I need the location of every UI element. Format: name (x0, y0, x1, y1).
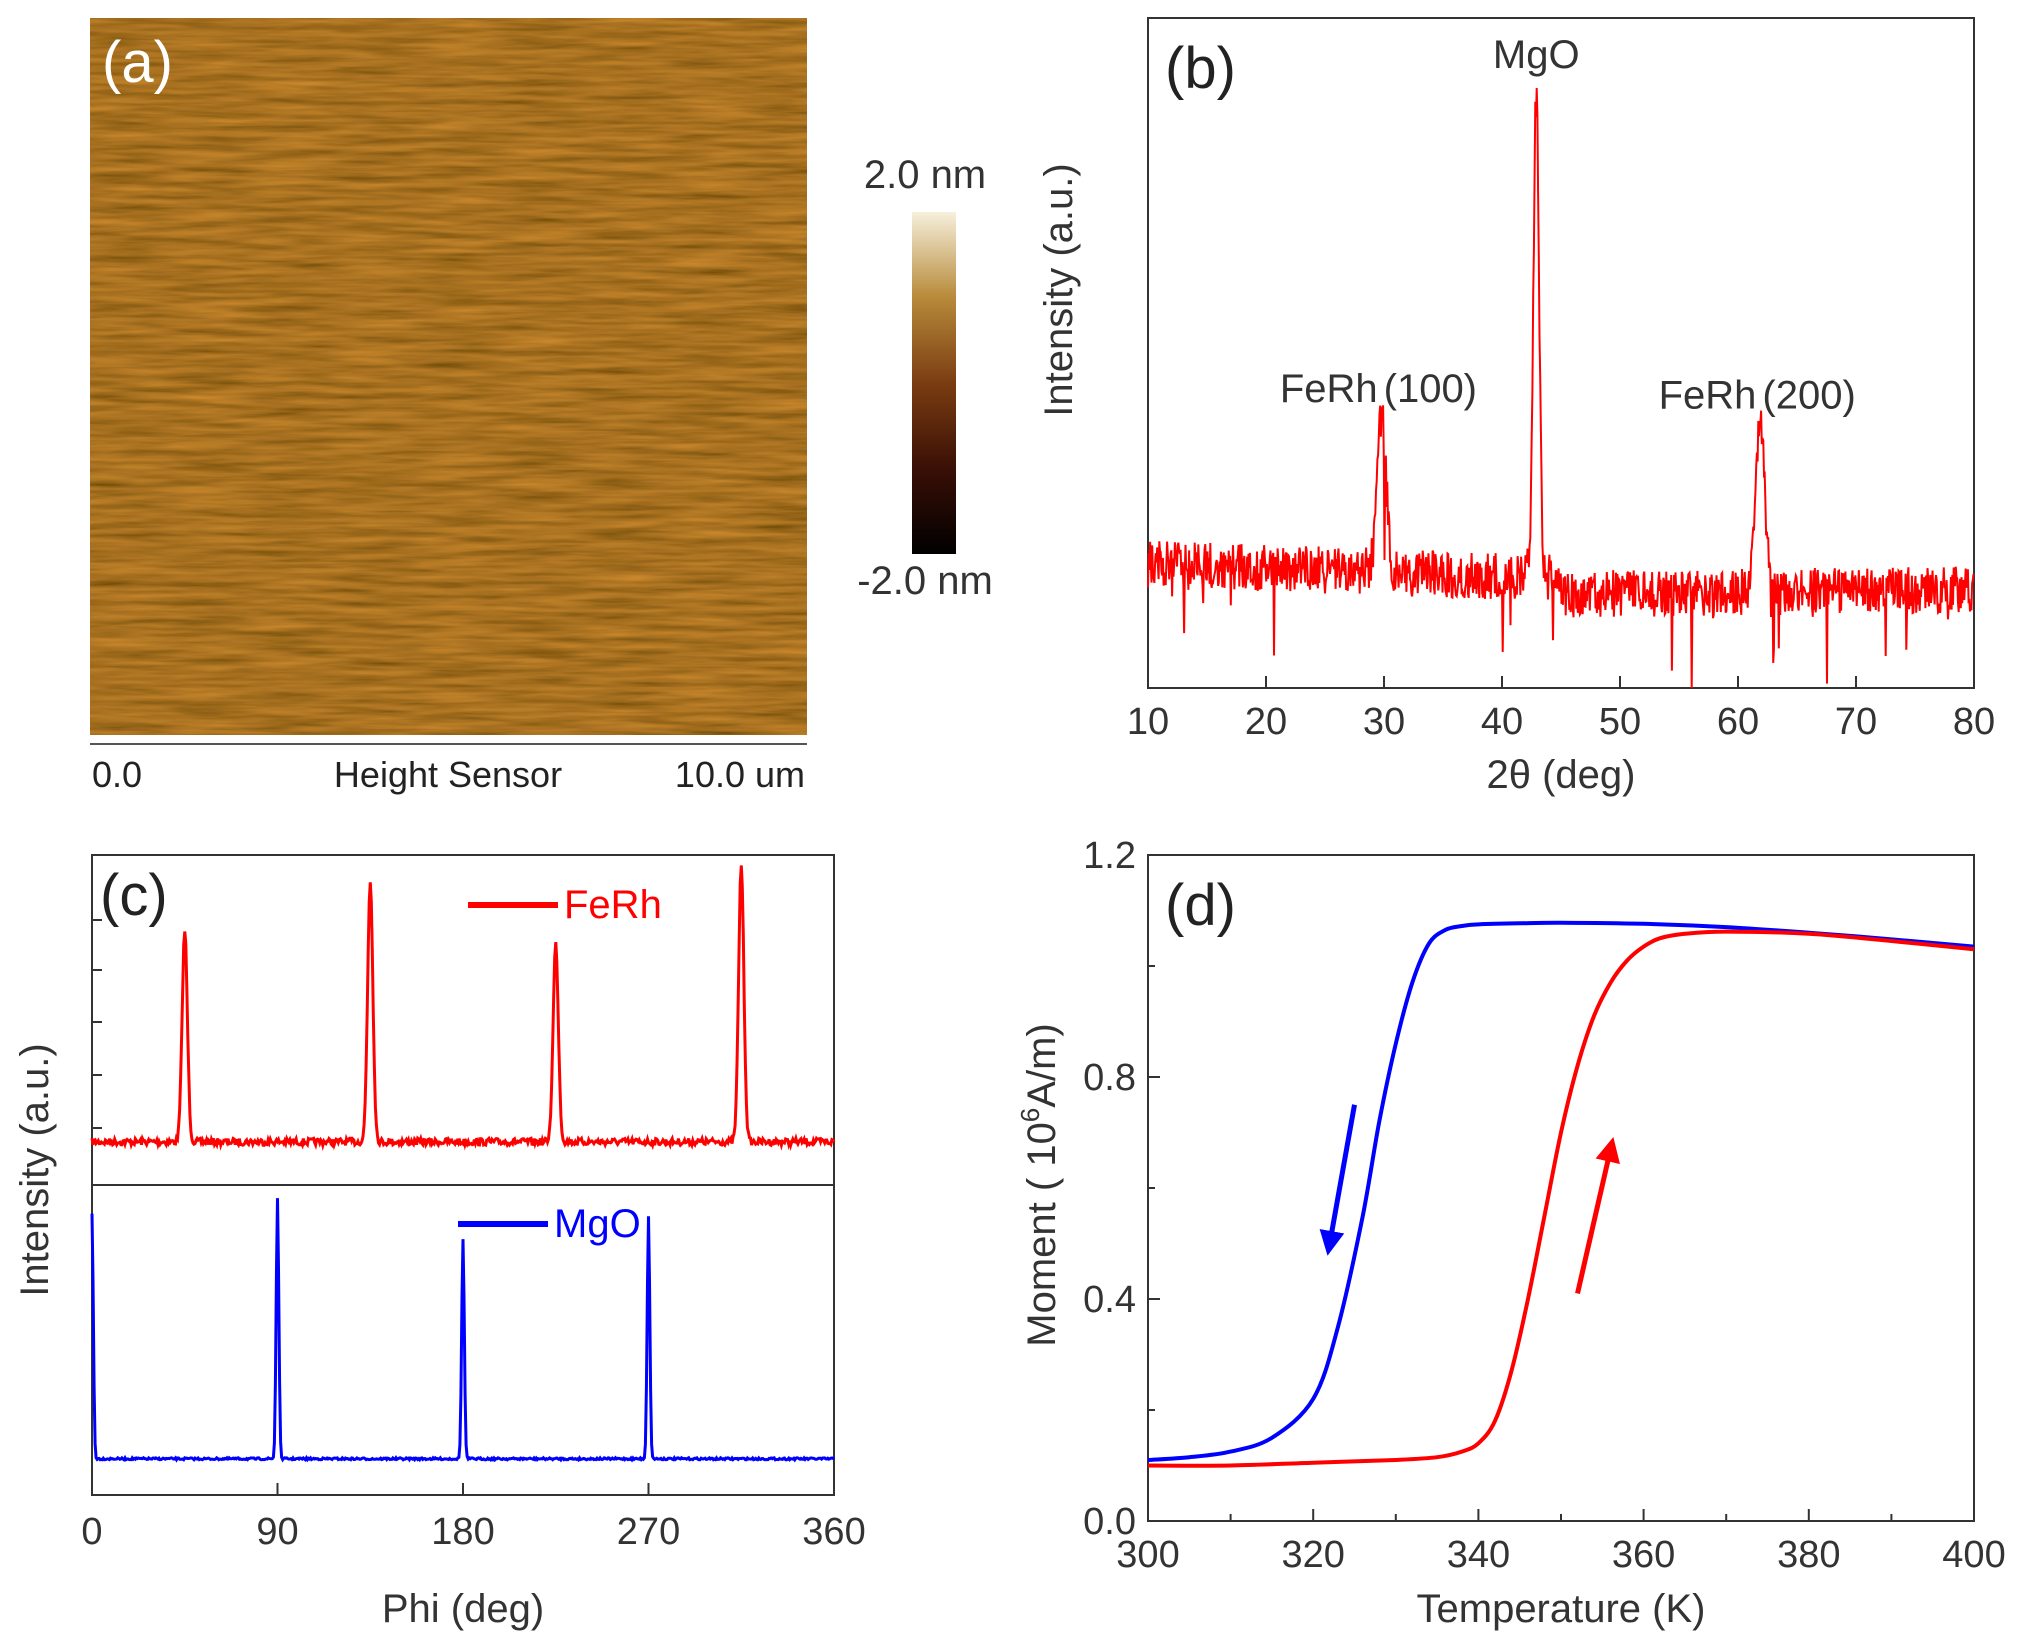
cooling-arrow (1319, 1104, 1357, 1256)
phi-legend-ferh: FeRh (468, 883, 662, 927)
mt-y-tick-label: 1.2 (1083, 835, 1136, 877)
mt-ticks: 300 320 340 360 380 400 0.0 0.4 0.8 1.2 (1083, 835, 2006, 1576)
phi-ylabel: Intensity (a.u.) (13, 1043, 57, 1296)
phi-mgo-curve (90, 1198, 836, 1463)
phi-plot-frame (91, 854, 835, 1496)
mt-panel: Moment ( 106A/m) 300 320 340 360 380 400 0.0 0.… (1015, 835, 2006, 1631)
panel-label-a: (a) (102, 30, 173, 95)
xrd-x-tick-label: 50 (1599, 701, 1641, 743)
afm-scale-right: 10.0 um (675, 754, 805, 795)
legend-mgo-label: MgO (554, 1202, 641, 1246)
mt-x-tick-label: 360 (1612, 1534, 1675, 1576)
phi-legend-mgo: MgO (458, 1202, 641, 1246)
afm-sensor-label: Height Sensor (334, 754, 562, 795)
mt-x-tick-label: 380 (1777, 1534, 1840, 1576)
xrd-peak-label: FeRh (1659, 374, 1757, 418)
xrd-curve (1147, 87, 1975, 689)
mt-x-tick-label: 340 (1447, 1534, 1510, 1576)
xrd-panel: Intensity (a.u.) 10 20 30 40 50 60 70 80 2θ (de… (1037, 17, 1995, 797)
phi-ferh-curve (90, 865, 836, 1152)
phi-panel: Intensity (a.u.) 0 90 180 270 360 Phi (deg) … (13, 854, 866, 1631)
xrd-x-tick-label: 60 (1717, 701, 1759, 743)
xrd-x-ticks: 10 20 30 40 50 60 70 80 (1127, 676, 1995, 743)
xrd-ylabel: Intensity (a.u.) (1037, 163, 1081, 416)
xrd-x-tick-label: 70 (1835, 701, 1877, 743)
phi-x-tick-label: 0 (81, 1511, 102, 1553)
panel-label-d: (d) (1165, 873, 1236, 938)
mt-ylabel: Moment ( 106A/m) (1015, 1023, 1064, 1346)
legend-ferh-label: FeRh (564, 883, 662, 927)
mt-y-tick-label: 0.4 (1083, 1279, 1136, 1321)
afm-texture (90, 18, 807, 735)
phi-x-tick-label: 90 (256, 1511, 298, 1553)
afm-panel: (a) 0.0 Height Sensor 10.0 um 2.0 nm -2.… (90, 18, 993, 795)
phi-x-ticks: 0 90 180 270 360 (81, 1483, 866, 1553)
xrd-peak-index: (200) (1762, 374, 1855, 418)
xrd-x-tick-label: 30 (1363, 701, 1405, 743)
xrd-x-tick-label: 40 (1481, 701, 1523, 743)
mt-heating-curve (1147, 929, 1975, 1468)
phi-x-tick-label: 270 (617, 1511, 680, 1553)
panel-label-c: (c) (100, 863, 168, 928)
phi-y-minor-ticks (92, 919, 102, 1129)
heating-arrow (1575, 1136, 1620, 1295)
mt-x-tick-label: 300 (1116, 1534, 1179, 1576)
mt-plot-frame (1147, 854, 1975, 1522)
afm-colorbar (912, 212, 956, 554)
mt-cooling-curve (1147, 920, 1975, 1462)
colorbar-max-label: 2.0 nm (864, 153, 986, 197)
xrd-x-tick-label: 80 (1953, 701, 1995, 743)
mt-ylabel-sup: 6 (1015, 1108, 1045, 1122)
xrd-plot-frame (1147, 17, 1975, 689)
xrd-xlabel: 2θ (deg) (1487, 753, 1636, 797)
mt-y-tick-label: 0.0 (1083, 1501, 1136, 1543)
xrd-peak-label: FeRh (1280, 367, 1378, 411)
xrd-peak-index: (100) (1384, 367, 1477, 411)
mt-x-tick-label: 400 (1942, 1534, 2005, 1576)
colorbar-min-label: -2.0 nm (857, 559, 993, 603)
phi-xlabel: Phi (deg) (382, 1587, 544, 1631)
mt-y-tick-label: 0.8 (1083, 1057, 1136, 1099)
phi-x-tick-label: 360 (802, 1511, 865, 1553)
xrd-x-tick-label: 20 (1245, 701, 1287, 743)
mt-xlabel: Temperature (K) (1417, 1587, 1706, 1631)
mt-ylabel-tail: A/m) (1020, 1023, 1064, 1107)
mt-x-tick-label: 320 (1281, 1534, 1344, 1576)
xrd-peak-label: MgO (1493, 33, 1580, 77)
phi-x-tick-label: 180 (431, 1511, 494, 1553)
panel-label-b: (b) (1165, 36, 1236, 101)
mt-ylabel-main: Moment ( 10 (1020, 1122, 1064, 1347)
xrd-x-tick-label: 10 (1127, 701, 1169, 743)
afm-scale-left: 0.0 (92, 754, 142, 795)
